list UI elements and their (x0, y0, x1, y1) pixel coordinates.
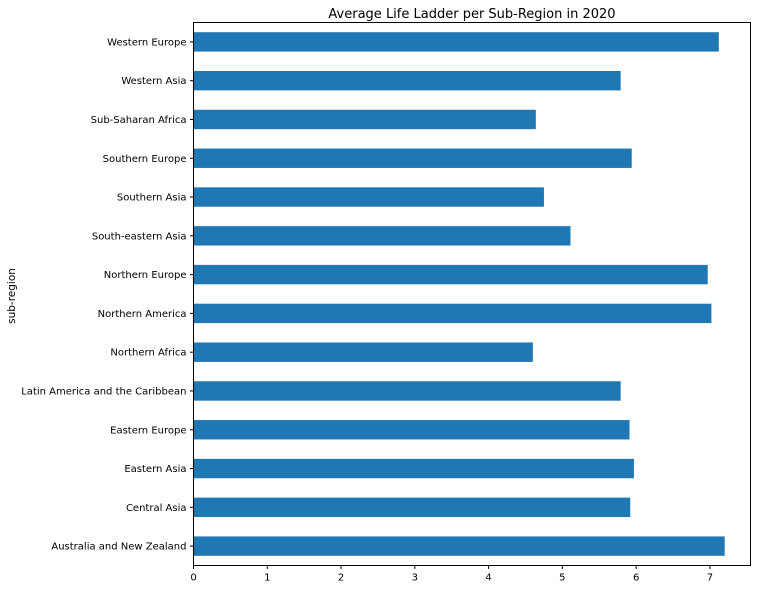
y-tick-label: Northern America (98, 309, 187, 320)
x-axis-ticks: 0 1 2 3 4 5 6 7 (190, 565, 713, 584)
x-tick-label: 0 (190, 573, 196, 584)
y-tick-label: Southern Asia (117, 193, 187, 204)
y-tick-label: Latin America and the Caribbean (21, 386, 186, 397)
x-tick-label: 1 (264, 573, 270, 584)
plot-frame (193, 22, 751, 566)
x-tick-label: 7 (707, 573, 713, 584)
y-tick-label: Sub-Saharan Africa (91, 115, 187, 126)
bar-southern-europe (193, 148, 632, 168)
y-tick-label: South-eastern Asia (92, 231, 187, 242)
bar-eastern-asia (193, 458, 634, 479)
chart-title: Average Life Ladder per Sub-Region in 20… (328, 7, 615, 22)
y-tick-label: Northern Europe (104, 270, 187, 281)
y-tick-label: Australia and New Zealand (51, 542, 186, 553)
x-tick-label: 5 (559, 573, 565, 584)
y-tick-label: Western Europe (107, 37, 186, 48)
bar-southern-asia (193, 187, 544, 207)
x-tick-label: 6 (633, 573, 639, 584)
bar-australia-and-new-zealand (193, 536, 725, 556)
y-tick-label: Northern Africa (110, 348, 186, 359)
y-tick-label: Southern Europe (103, 154, 187, 165)
bar-western-asia (193, 70, 621, 91)
bar-latin-america-and-the-caribbean (193, 381, 621, 401)
bar-central-asia (193, 497, 631, 518)
y-tick-label: Central Asia (126, 503, 187, 514)
bar-south-eastern-asia (193, 226, 571, 246)
x-tick-label: 3 (412, 573, 418, 584)
bar-sub-saharan-africa (193, 109, 536, 130)
y-tick-label: Western Asia (121, 76, 186, 87)
x-tick-label: 2 (338, 573, 344, 584)
bar-northern-europe (193, 264, 708, 285)
bars-group (193, 32, 725, 556)
bar-northern-africa (193, 342, 533, 362)
x-tick-label: 4 (485, 573, 491, 584)
bar-eastern-europe (193, 420, 630, 440)
y-tick-label: Eastern Europe (110, 425, 186, 436)
bar-western-europe (193, 32, 719, 52)
y-axis-ticks: Australia and New Zealand Central Asia Eas… (21, 37, 194, 553)
y-axis-label: sub-region (6, 268, 18, 324)
y-tick-label: Eastern Asia (124, 464, 186, 475)
bar-northern-america (193, 303, 712, 324)
